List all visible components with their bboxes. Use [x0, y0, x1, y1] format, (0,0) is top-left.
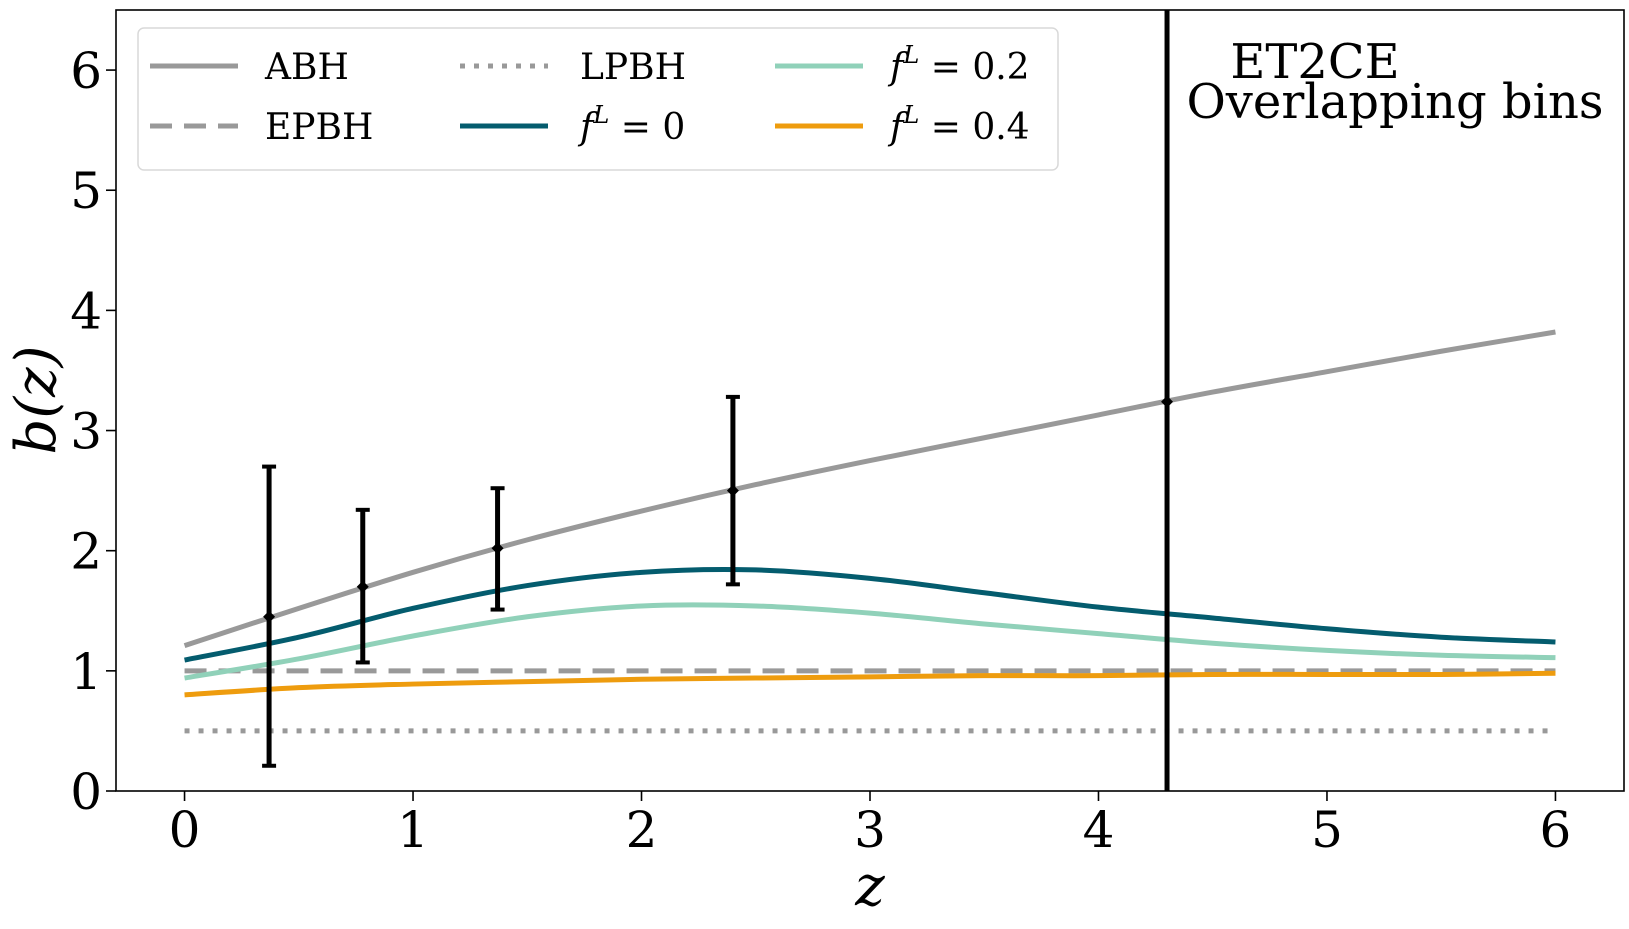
annotation-line-1: ET2CE: [1230, 34, 1399, 90]
y-tick-label: 6: [70, 42, 102, 100]
y-tick-label: 1: [70, 643, 102, 701]
y-axis-ticks: 0 1 2 3 4 5 6: [70, 42, 116, 821]
annotation-line-2: Overlapping bins: [1186, 74, 1603, 130]
error-bar-point: [726, 484, 739, 497]
series-line-4: [184, 602, 1556, 681]
x-axis-label: z: [854, 854, 885, 919]
x-tick-label: 2: [626, 801, 658, 859]
y-tick-label: 5: [70, 162, 102, 220]
y-axis-label: b(z): [4, 345, 69, 454]
series-line-5: [184, 670, 1556, 698]
error-bar-point: [356, 580, 369, 593]
x-tick-label: 3: [854, 801, 886, 859]
legend-label-1: EPBH: [265, 107, 373, 148]
x-tick-label: 6: [1540, 801, 1572, 859]
y-tick-label: 2: [70, 523, 102, 581]
legend-label-2: LPBH: [580, 47, 686, 88]
error-bars: [262, 10, 1174, 791]
error-bar-point: [491, 542, 504, 555]
y-tick-label: 3: [70, 403, 102, 461]
x-tick-label: 0: [169, 801, 201, 859]
x-tick-label: 4: [1083, 801, 1115, 859]
legend-label-3: fL = 0: [577, 101, 685, 148]
series-line-3: [184, 567, 1556, 663]
y-tick-label: 0: [70, 763, 102, 821]
y-tick-label: 4: [70, 282, 102, 340]
plot-frame: [115, 9, 1625, 792]
x-tick-label: 5: [1311, 801, 1343, 859]
error-bar-point: [263, 610, 276, 623]
series-layer: [183, 329, 1556, 734]
error-bar-point: [1161, 395, 1174, 408]
legend-label-0: ABH: [264, 47, 349, 88]
series-line-0: [183, 329, 1556, 648]
x-axis-ticks: 0 1 2 3 4 5 6: [169, 791, 1572, 859]
x-tick-label: 1: [397, 801, 429, 859]
